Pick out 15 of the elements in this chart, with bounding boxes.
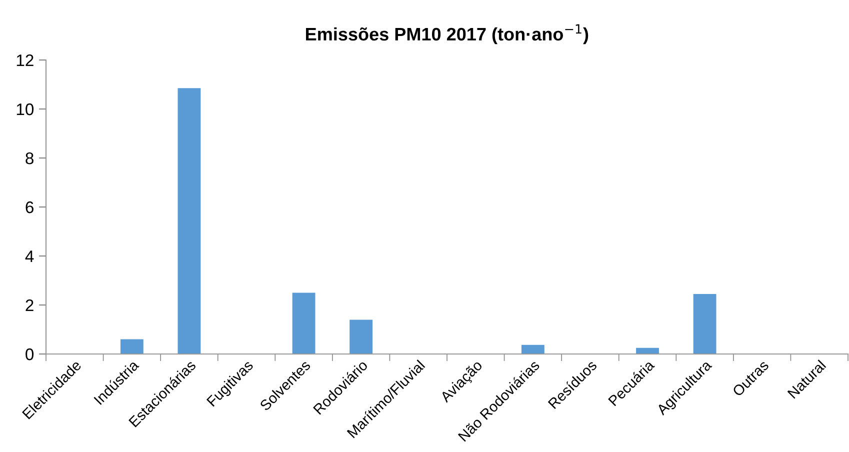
bar: [178, 88, 201, 354]
bar: [693, 294, 716, 354]
bar: [350, 320, 373, 354]
y-tick-label: 0: [26, 348, 34, 360]
y-tick-label: 2: [26, 299, 34, 312]
bar: [636, 348, 659, 354]
bar: [521, 344, 544, 354]
y-tick-label: 12: [16, 54, 34, 66]
y-tick-label: 10: [16, 103, 34, 116]
chart-title: Emissões PM10 2017 (ton·ano$^{−1}$): [306, 24, 588, 44]
y-tick-label: 4: [25, 250, 34, 262]
bar: [120, 339, 144, 354]
y-tick-label: 8: [26, 152, 34, 164]
y-tick-label: 6: [26, 201, 34, 214]
bar: [292, 292, 316, 354]
